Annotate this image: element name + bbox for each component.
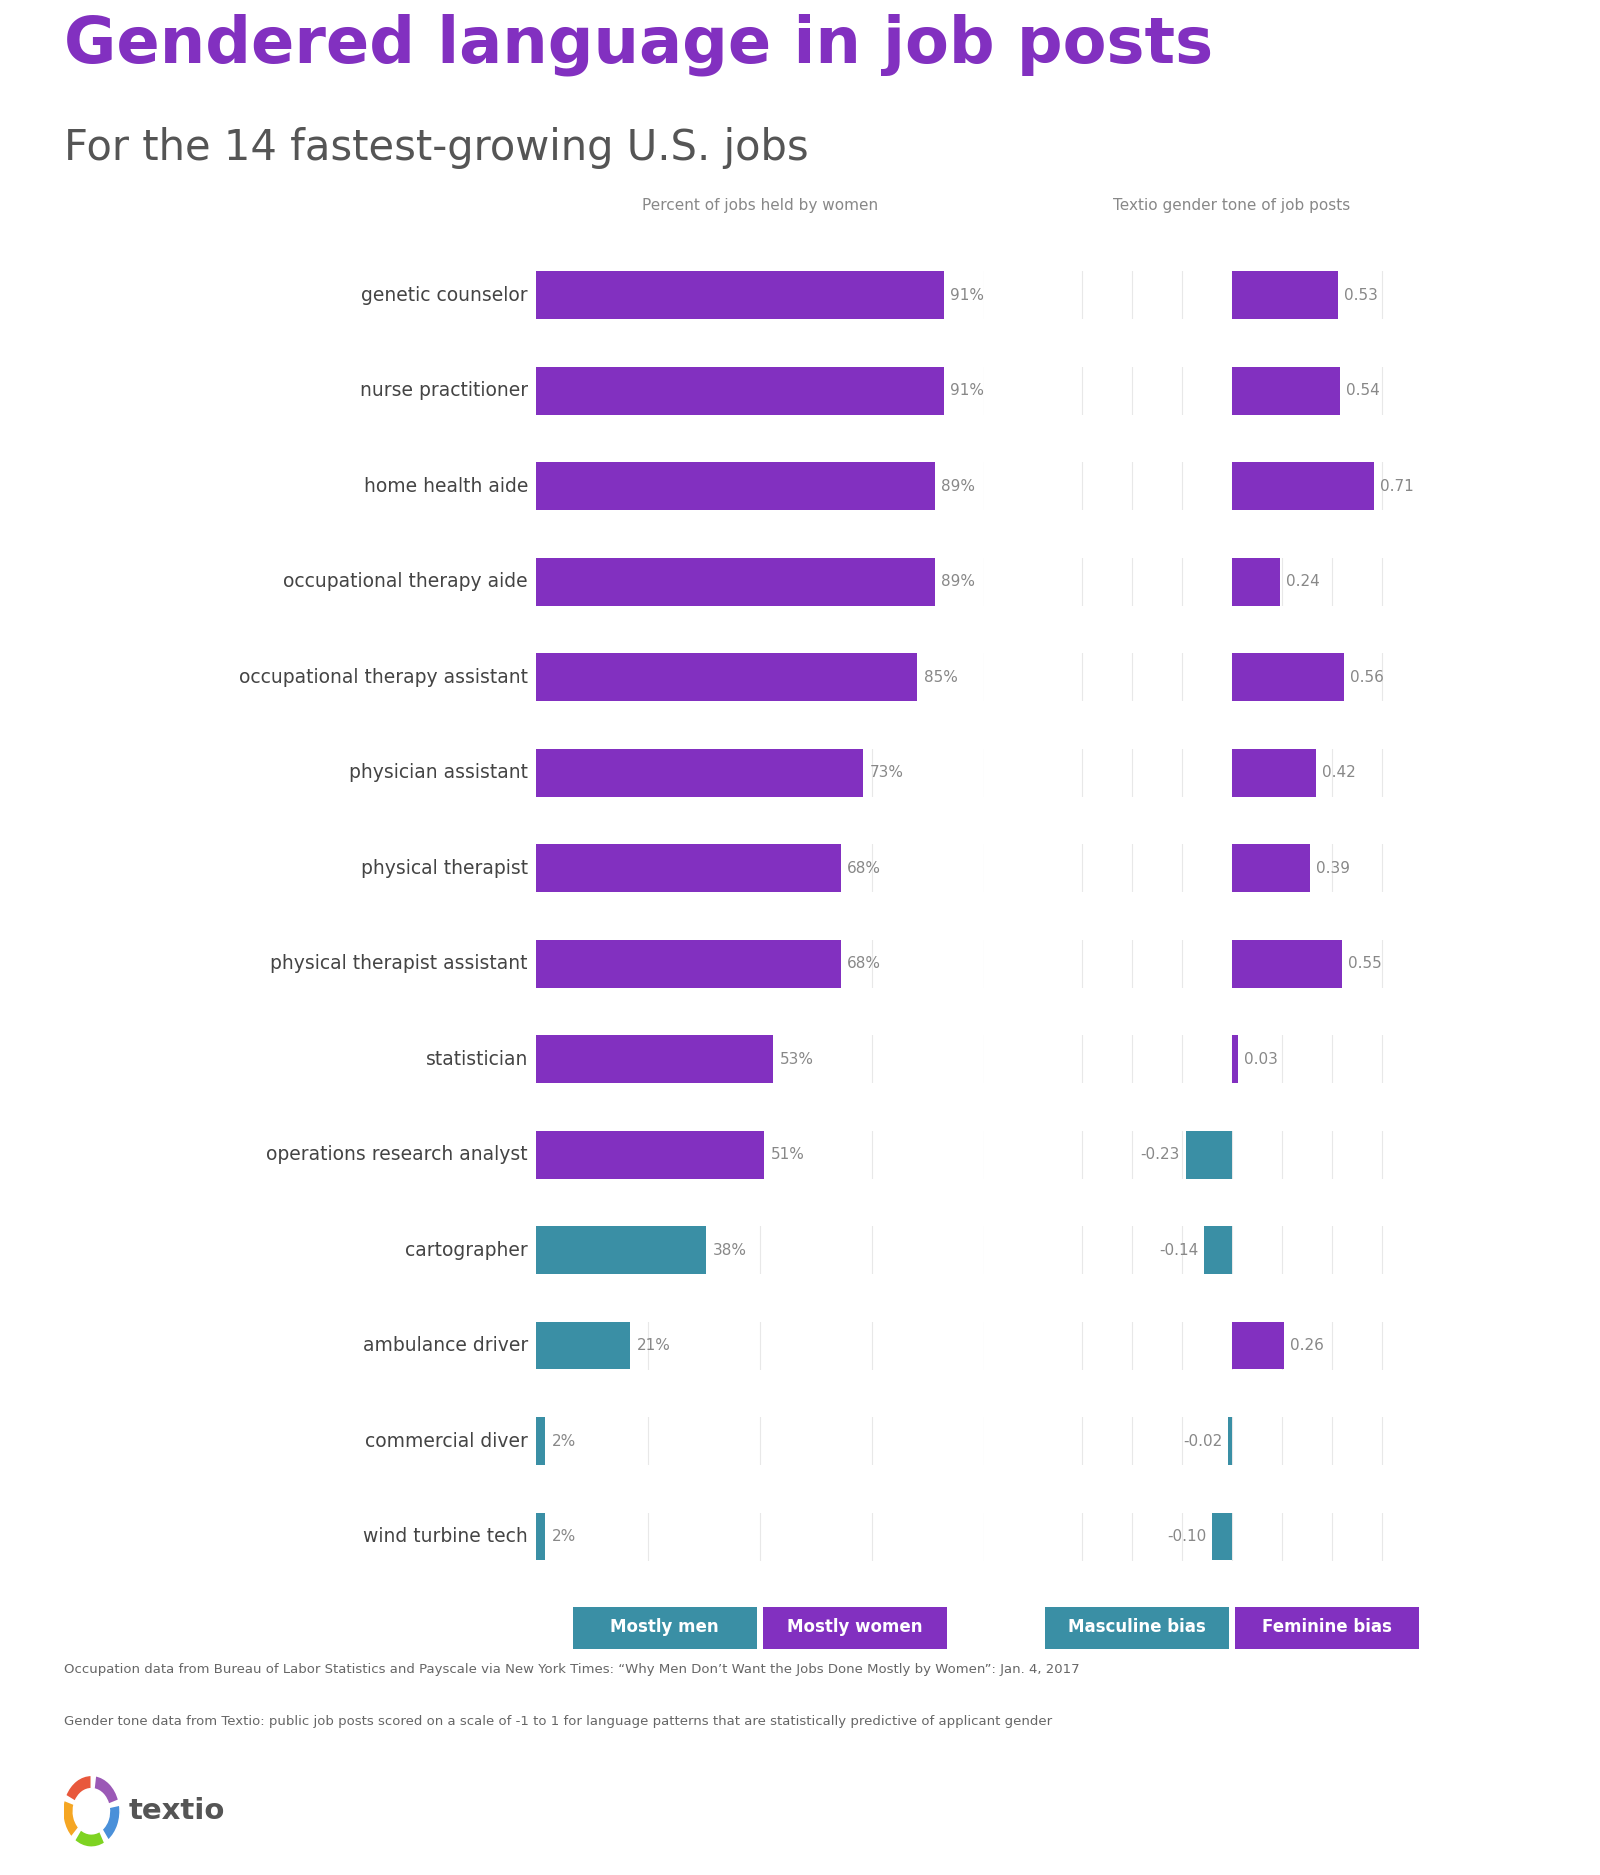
Bar <box>1232 463 1374 510</box>
Text: textio: textio <box>128 1798 226 1824</box>
Text: 38%: 38% <box>714 1243 747 1258</box>
Text: 91%: 91% <box>950 287 984 302</box>
Bar <box>536 463 934 510</box>
FancyBboxPatch shape <box>573 1607 757 1648</box>
Bar <box>536 559 934 606</box>
Bar <box>1232 272 1338 319</box>
Text: -0.10: -0.10 <box>1166 1530 1206 1545</box>
Text: 51%: 51% <box>771 1148 805 1162</box>
Text: 89%: 89% <box>941 574 976 589</box>
Bar <box>1232 939 1342 988</box>
Text: 0.71: 0.71 <box>1379 478 1414 493</box>
FancyBboxPatch shape <box>763 1607 947 1648</box>
Bar <box>1213 1513 1232 1560</box>
Text: 21%: 21% <box>637 1339 670 1354</box>
Text: 53%: 53% <box>781 1052 814 1067</box>
Text: ambulance driver: ambulance driver <box>363 1337 528 1356</box>
Text: 73%: 73% <box>870 765 904 780</box>
Bar <box>1232 559 1280 606</box>
Wedge shape <box>94 1776 118 1804</box>
Bar <box>1229 1418 1232 1464</box>
Text: Occupation data from Bureau of Labor Statistics and Payscale via New York Times:: Occupation data from Bureau of Labor Sta… <box>64 1663 1080 1676</box>
Text: 0.26: 0.26 <box>1290 1339 1323 1354</box>
Text: home health aide: home health aide <box>363 476 528 495</box>
Text: 0.54: 0.54 <box>1346 382 1379 398</box>
Text: -0.14: -0.14 <box>1158 1243 1198 1258</box>
Text: 89%: 89% <box>941 478 976 493</box>
Text: nurse practitioner: nurse practitioner <box>360 381 528 399</box>
Bar <box>536 1035 773 1084</box>
Text: 0.03: 0.03 <box>1245 1052 1278 1067</box>
Text: 0.39: 0.39 <box>1315 861 1350 876</box>
Text: 68%: 68% <box>848 956 882 971</box>
Bar <box>1232 652 1344 701</box>
Text: Mostly women: Mostly women <box>787 1618 923 1637</box>
Text: occupational therapy assistant: occupational therapy assistant <box>238 668 528 686</box>
Bar <box>536 1131 765 1179</box>
Bar <box>1232 844 1310 892</box>
Text: Masculine bias: Masculine bias <box>1067 1618 1206 1637</box>
Text: 0.24: 0.24 <box>1286 574 1320 589</box>
Bar <box>1232 748 1315 797</box>
Text: commercial diver: commercial diver <box>365 1432 528 1451</box>
Wedge shape <box>102 1806 120 1841</box>
Text: 0.42: 0.42 <box>1322 765 1355 780</box>
Bar <box>536 1513 546 1560</box>
Bar <box>536 844 840 892</box>
Text: Textio gender tone of job posts: Textio gender tone of job posts <box>1114 197 1350 212</box>
Text: 2%: 2% <box>552 1434 576 1449</box>
Bar <box>1232 1035 1238 1084</box>
Text: physician assistant: physician assistant <box>349 763 528 782</box>
Text: physical therapist assistant: physical therapist assistant <box>270 954 528 973</box>
Text: genetic counselor: genetic counselor <box>362 285 528 306</box>
Text: Percent of jobs held by women: Percent of jobs held by women <box>642 197 878 212</box>
Wedge shape <box>66 1776 91 1802</box>
Bar <box>536 1226 706 1273</box>
Text: statistician: statistician <box>426 1050 528 1069</box>
Text: 0.55: 0.55 <box>1347 956 1382 971</box>
Text: -0.23: -0.23 <box>1141 1148 1181 1162</box>
Text: wind turbine tech: wind turbine tech <box>363 1526 528 1547</box>
Bar <box>536 1322 630 1369</box>
Text: Feminine bias: Feminine bias <box>1262 1618 1392 1637</box>
Text: 2%: 2% <box>552 1530 576 1545</box>
Text: cartographer: cartographer <box>405 1241 528 1260</box>
Bar <box>1232 368 1341 414</box>
Text: For the 14 fastest-growing U.S. jobs: For the 14 fastest-growing U.S. jobs <box>64 128 808 169</box>
Text: -0.02: -0.02 <box>1182 1434 1222 1449</box>
Text: 91%: 91% <box>950 382 984 398</box>
Text: Mostly men: Mostly men <box>611 1618 718 1637</box>
Text: physical therapist: physical therapist <box>362 859 528 878</box>
Bar <box>1232 1322 1283 1369</box>
Text: occupational therapy aide: occupational therapy aide <box>283 572 528 591</box>
Bar <box>536 652 917 701</box>
FancyBboxPatch shape <box>1235 1607 1419 1648</box>
Bar <box>1205 1226 1232 1273</box>
Wedge shape <box>62 1800 78 1838</box>
Wedge shape <box>75 1830 106 1847</box>
Bar <box>1186 1131 1232 1179</box>
Text: 0.56: 0.56 <box>1350 669 1384 684</box>
Bar <box>536 939 840 988</box>
Text: operations research analyst: operations research analyst <box>266 1146 528 1164</box>
Text: Gendered language in job posts: Gendered language in job posts <box>64 13 1213 75</box>
Text: 0.53: 0.53 <box>1344 287 1378 302</box>
FancyBboxPatch shape <box>1045 1607 1229 1648</box>
Text: 85%: 85% <box>923 669 957 684</box>
Text: 68%: 68% <box>848 861 882 876</box>
Bar <box>536 1418 546 1464</box>
Text: Gender tone data from Textio: public job posts scored on a scale of -1 to 1 for : Gender tone data from Textio: public job… <box>64 1716 1053 1729</box>
Bar <box>536 748 862 797</box>
